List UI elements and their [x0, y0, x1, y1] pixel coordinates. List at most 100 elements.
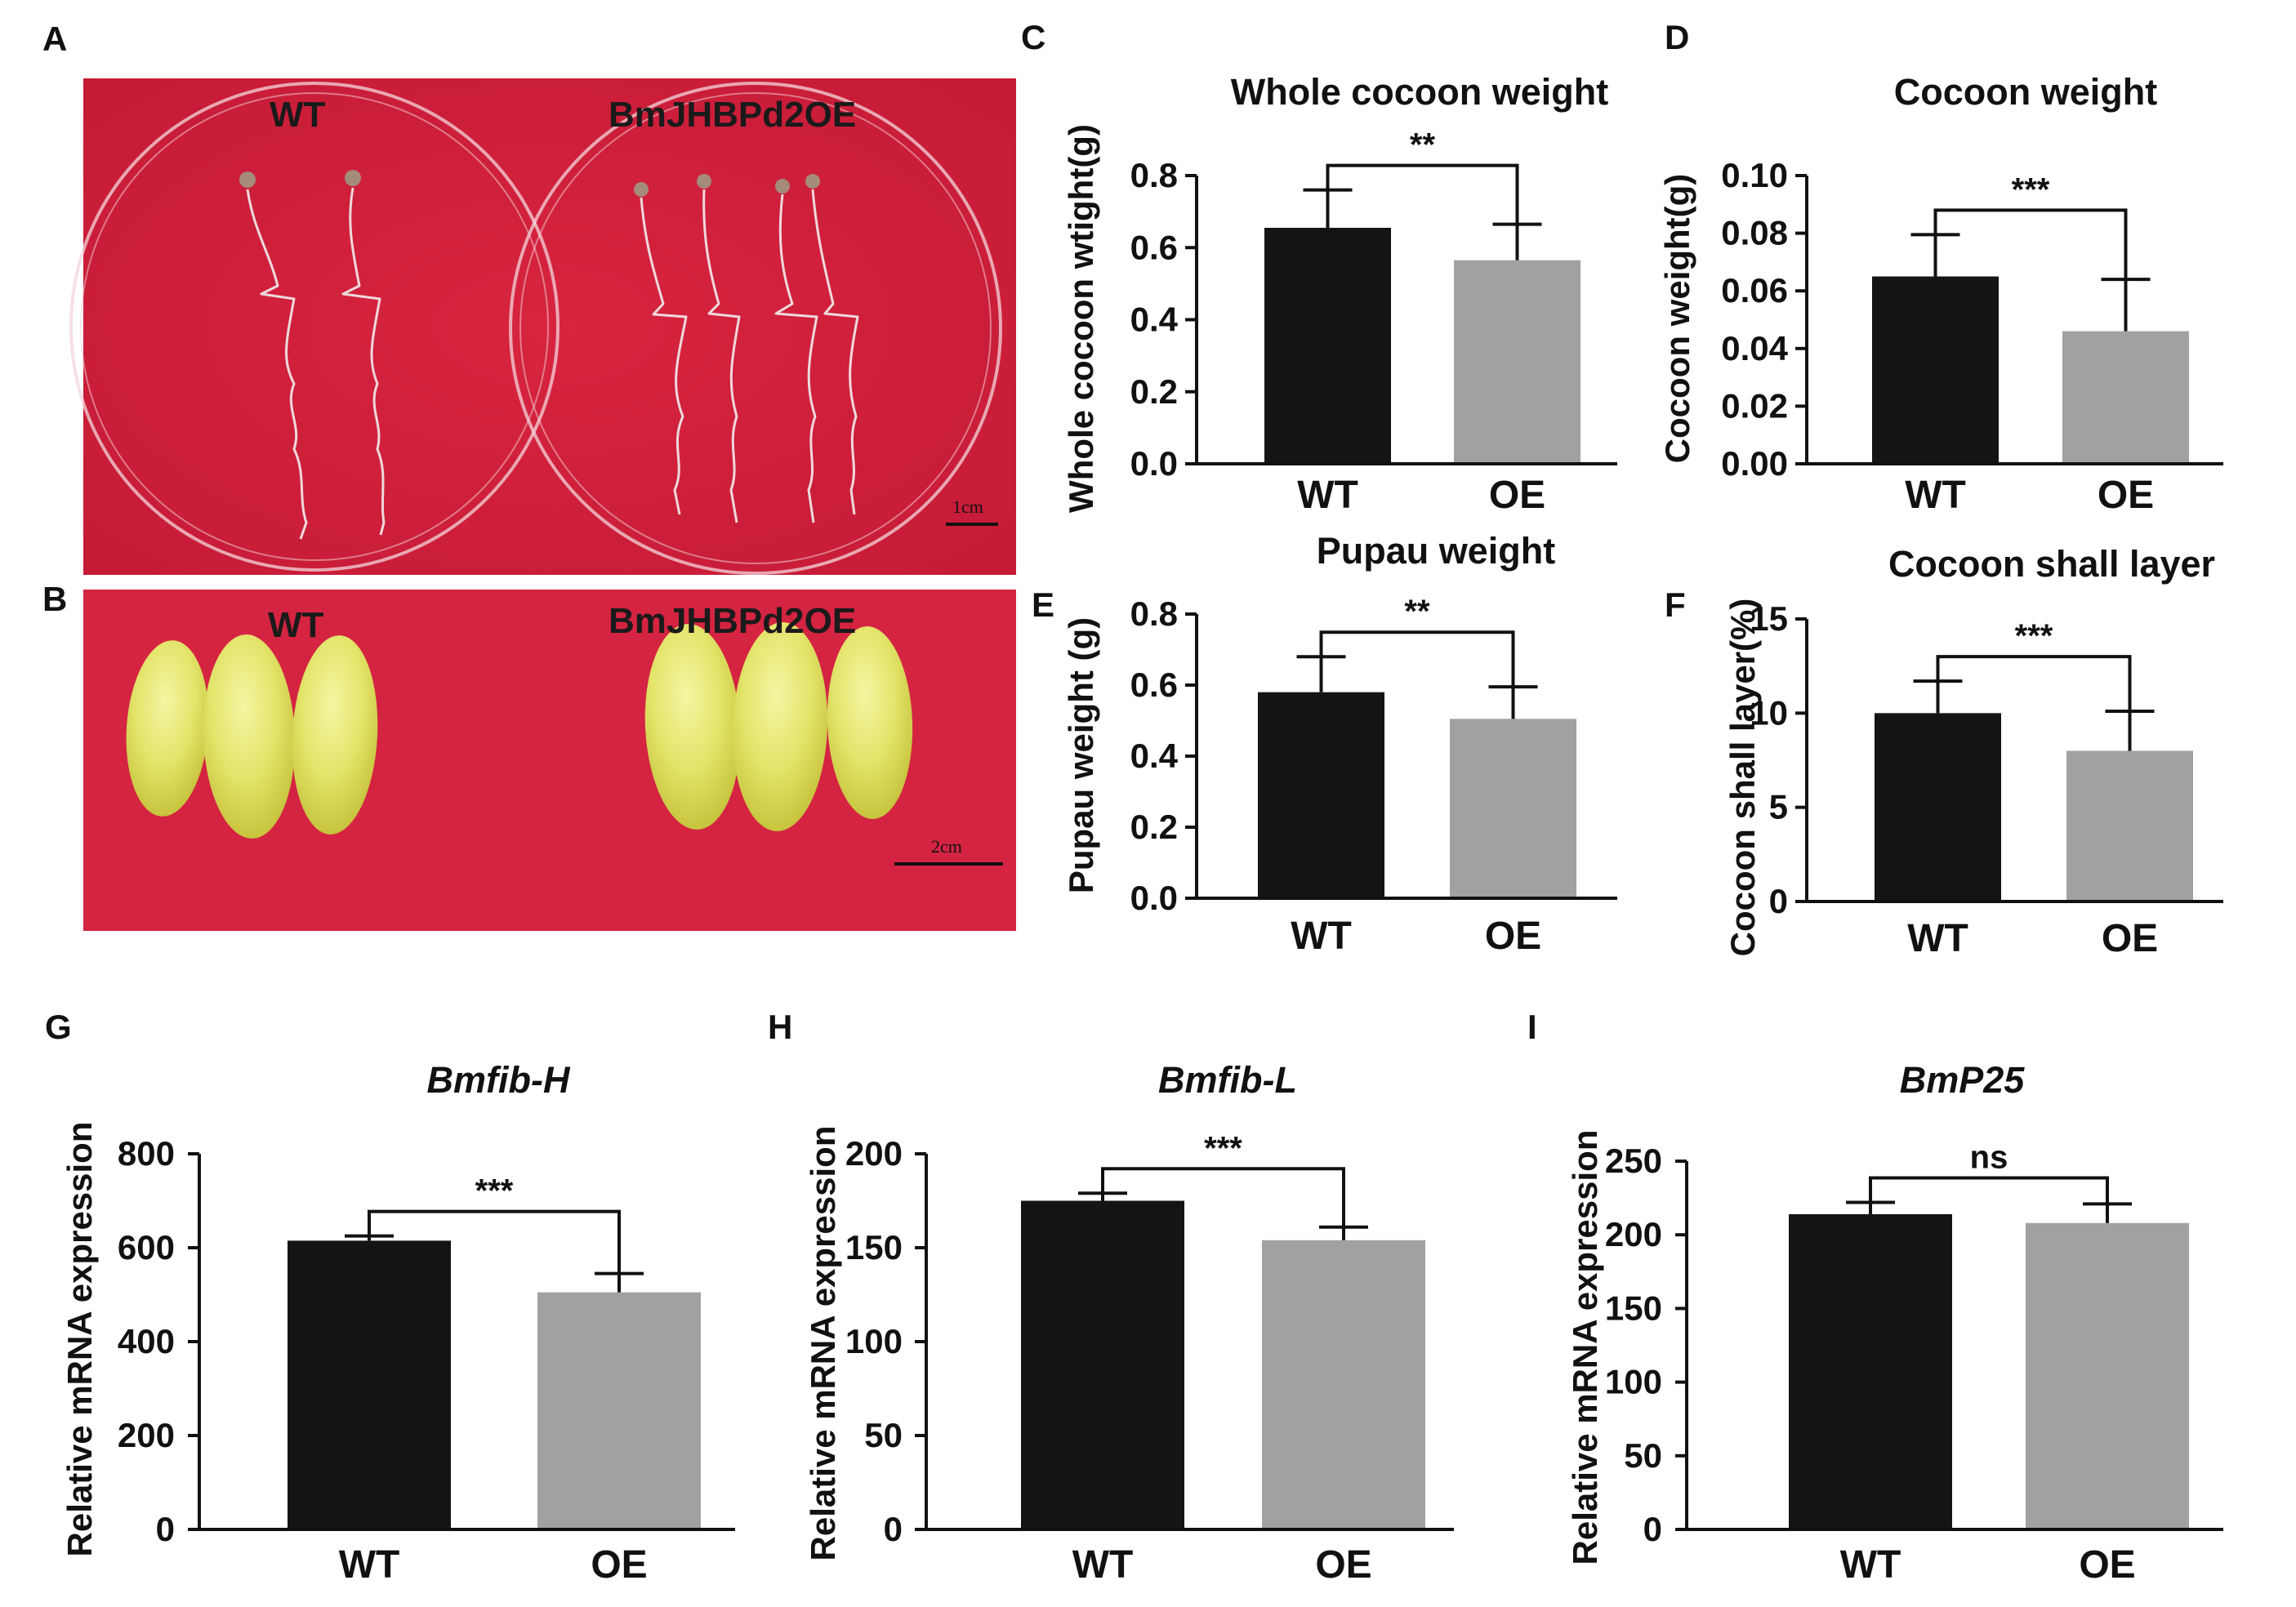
category-label: WT — [1905, 474, 1966, 517]
significance-label: *** — [2012, 171, 2050, 207]
y-axis-title: Cocoon weight(g) — [1658, 174, 1696, 464]
chart-h: H Bmfib-L Relative mRNA expression WT OE *** 0… — [768, 1008, 1454, 1587]
bar-oe — [1454, 260, 1580, 464]
y-tick-label: 0.4 — [1130, 300, 1179, 339]
bar-oe — [1262, 1240, 1425, 1529]
y-tick-label: 50 — [864, 1416, 903, 1454]
significance-label: ns — [1970, 1140, 2008, 1176]
significance-bracket — [1869, 1176, 2109, 1204]
y-tick-label: 0.0 — [1130, 444, 1178, 483]
bar-wt — [1789, 1213, 1952, 1529]
y-tick-label: 15 — [1750, 599, 1788, 638]
y-tick-label: 150 — [1605, 1289, 1662, 1327]
bar-wt — [1021, 1200, 1184, 1529]
photo-b-label-wt: WT — [268, 605, 324, 645]
bar-wt — [1258, 692, 1384, 898]
panel-letter-d: D — [1665, 18, 1689, 56]
chart-title: Bmfib-L — [1158, 1059, 1297, 1101]
chart-e: E Pupau weight Pupau weight (g) WT OE ** 0.0 0.… — [1032, 530, 1617, 958]
bar-wt — [1872, 276, 1999, 464]
chart-f: F Cocoon shall layer Cocoon shall layer(%)… — [1665, 543, 2223, 960]
y-tick-label: 600 — [118, 1228, 175, 1266]
silk-glands-oe — [634, 174, 859, 523]
photo-a-label-oe: BmJHBPd2OE — [609, 95, 856, 135]
y-tick-label: 0.4 — [1130, 737, 1179, 775]
y-tick-label: 100 — [845, 1322, 903, 1360]
y-tick-label: 10 — [1750, 693, 1788, 732]
chart-g: G Bmfib-H Relative mRNA expression WT OE *** 0… — [45, 1008, 735, 1587]
panel-letter-a: A — [42, 20, 67, 58]
y-tick-label: 100 — [1605, 1363, 1662, 1401]
photo-a-background — [83, 78, 1016, 575]
panel-letter-b: B — [42, 580, 67, 618]
y-tick-label: 250 — [1605, 1142, 1662, 1180]
panel-letter-h: H — [768, 1008, 792, 1046]
y-tick-label: 0.2 — [1130, 808, 1178, 846]
bar-oe — [1450, 719, 1576, 898]
panel-b: B WT BmJHBPd2OE 2cm — [42, 580, 1016, 931]
category-label: OE — [2102, 917, 2158, 960]
panel-letter-g: G — [45, 1008, 72, 1046]
category-label: OE — [1489, 474, 1545, 517]
significance-label: *** — [1204, 1130, 1242, 1166]
y-tick-label: 0.8 — [1130, 156, 1178, 194]
chart-title: Pupau weight — [1317, 530, 1556, 572]
y-axis-title: Relative mRNA expression — [804, 1126, 842, 1561]
significance-label: ** — [1404, 594, 1430, 630]
y-tick-label: 0 — [1643, 1510, 1662, 1548]
photo-a-label-wt: WT — [270, 95, 326, 135]
chart-c: C Whole cocoon weight Whole cocoon wtight(… — [1021, 18, 1617, 517]
y-tick-label: 0.02 — [1721, 386, 1788, 425]
chart-title: Cocoon weight — [1894, 71, 2157, 113]
scale-label-a: 1cm — [952, 496, 983, 517]
category-label: WT — [1907, 917, 1968, 960]
y-tick-label: 200 — [1605, 1215, 1662, 1253]
y-tick-label: 0.06 — [1721, 271, 1788, 309]
y-axis-title: Cocoon shall layer(%) — [1723, 599, 1762, 957]
category-label: WT — [1072, 1543, 1134, 1587]
y-tick-label: 0.8 — [1130, 594, 1178, 633]
significance-bracket — [1936, 655, 2132, 712]
chart-title: BmP25 — [1900, 1059, 2026, 1101]
y-tick-label: 0 — [1769, 882, 1788, 920]
y-axis-title: Whole cocoon wtight(g) — [1062, 124, 1100, 513]
bar-wt — [1875, 713, 2001, 901]
chart-title: Whole cocoon weight — [1231, 71, 1608, 113]
photo-b-label-oe: BmJHBPd2OE — [609, 601, 856, 641]
y-tick-label: 5 — [1769, 788, 1788, 826]
significance-label: *** — [475, 1173, 514, 1209]
significance-bracket — [1326, 163, 1519, 225]
significance-bracket — [368, 1209, 621, 1274]
bar-oe — [2026, 1222, 2189, 1529]
panel-letter-c: C — [1021, 18, 1045, 56]
y-tick-label: 200 — [845, 1134, 903, 1173]
category-label: WT — [1840, 1543, 1901, 1587]
cocoons-wt — [126, 634, 378, 839]
silk-glands-wt — [239, 170, 386, 540]
scale-label-b: 2cm — [931, 836, 962, 857]
bar-oe — [537, 1292, 701, 1529]
category-label: OE — [1485, 915, 1541, 958]
category-label: WT — [339, 1543, 400, 1587]
panel-a: A WT BmJHBPd2OE — [42, 20, 1016, 575]
y-axis-title: Relative mRNA expression — [1566, 1130, 1604, 1565]
category-label: OE — [1315, 1543, 1371, 1587]
y-tick-label: 50 — [1624, 1436, 1662, 1475]
significance-bracket — [1933, 208, 2128, 280]
category-label: WT — [1297, 474, 1358, 517]
significance-label: ** — [1410, 127, 1436, 163]
y-tick-label: 150 — [845, 1228, 903, 1266]
y-axis-title: Relative mRNA expression — [60, 1122, 99, 1557]
chart-title: Cocoon shall layer — [1888, 543, 2215, 585]
y-tick-label: 0.04 — [1721, 329, 1788, 367]
panel-letter-f: F — [1665, 585, 1686, 624]
chart-title: Bmfib-H — [427, 1059, 571, 1101]
panel-letter-i: I — [1527, 1008, 1537, 1046]
significance-label: *** — [2015, 618, 2053, 654]
petri-dish-oe — [509, 82, 1002, 575]
cocoons-oe — [644, 622, 913, 831]
y-tick-label: 0.6 — [1130, 228, 1178, 266]
bar-oe — [2062, 331, 2189, 464]
chart-i: I BmP25 Relative mRNA expression WT OE ns 0 50 1… — [1527, 1008, 2223, 1587]
